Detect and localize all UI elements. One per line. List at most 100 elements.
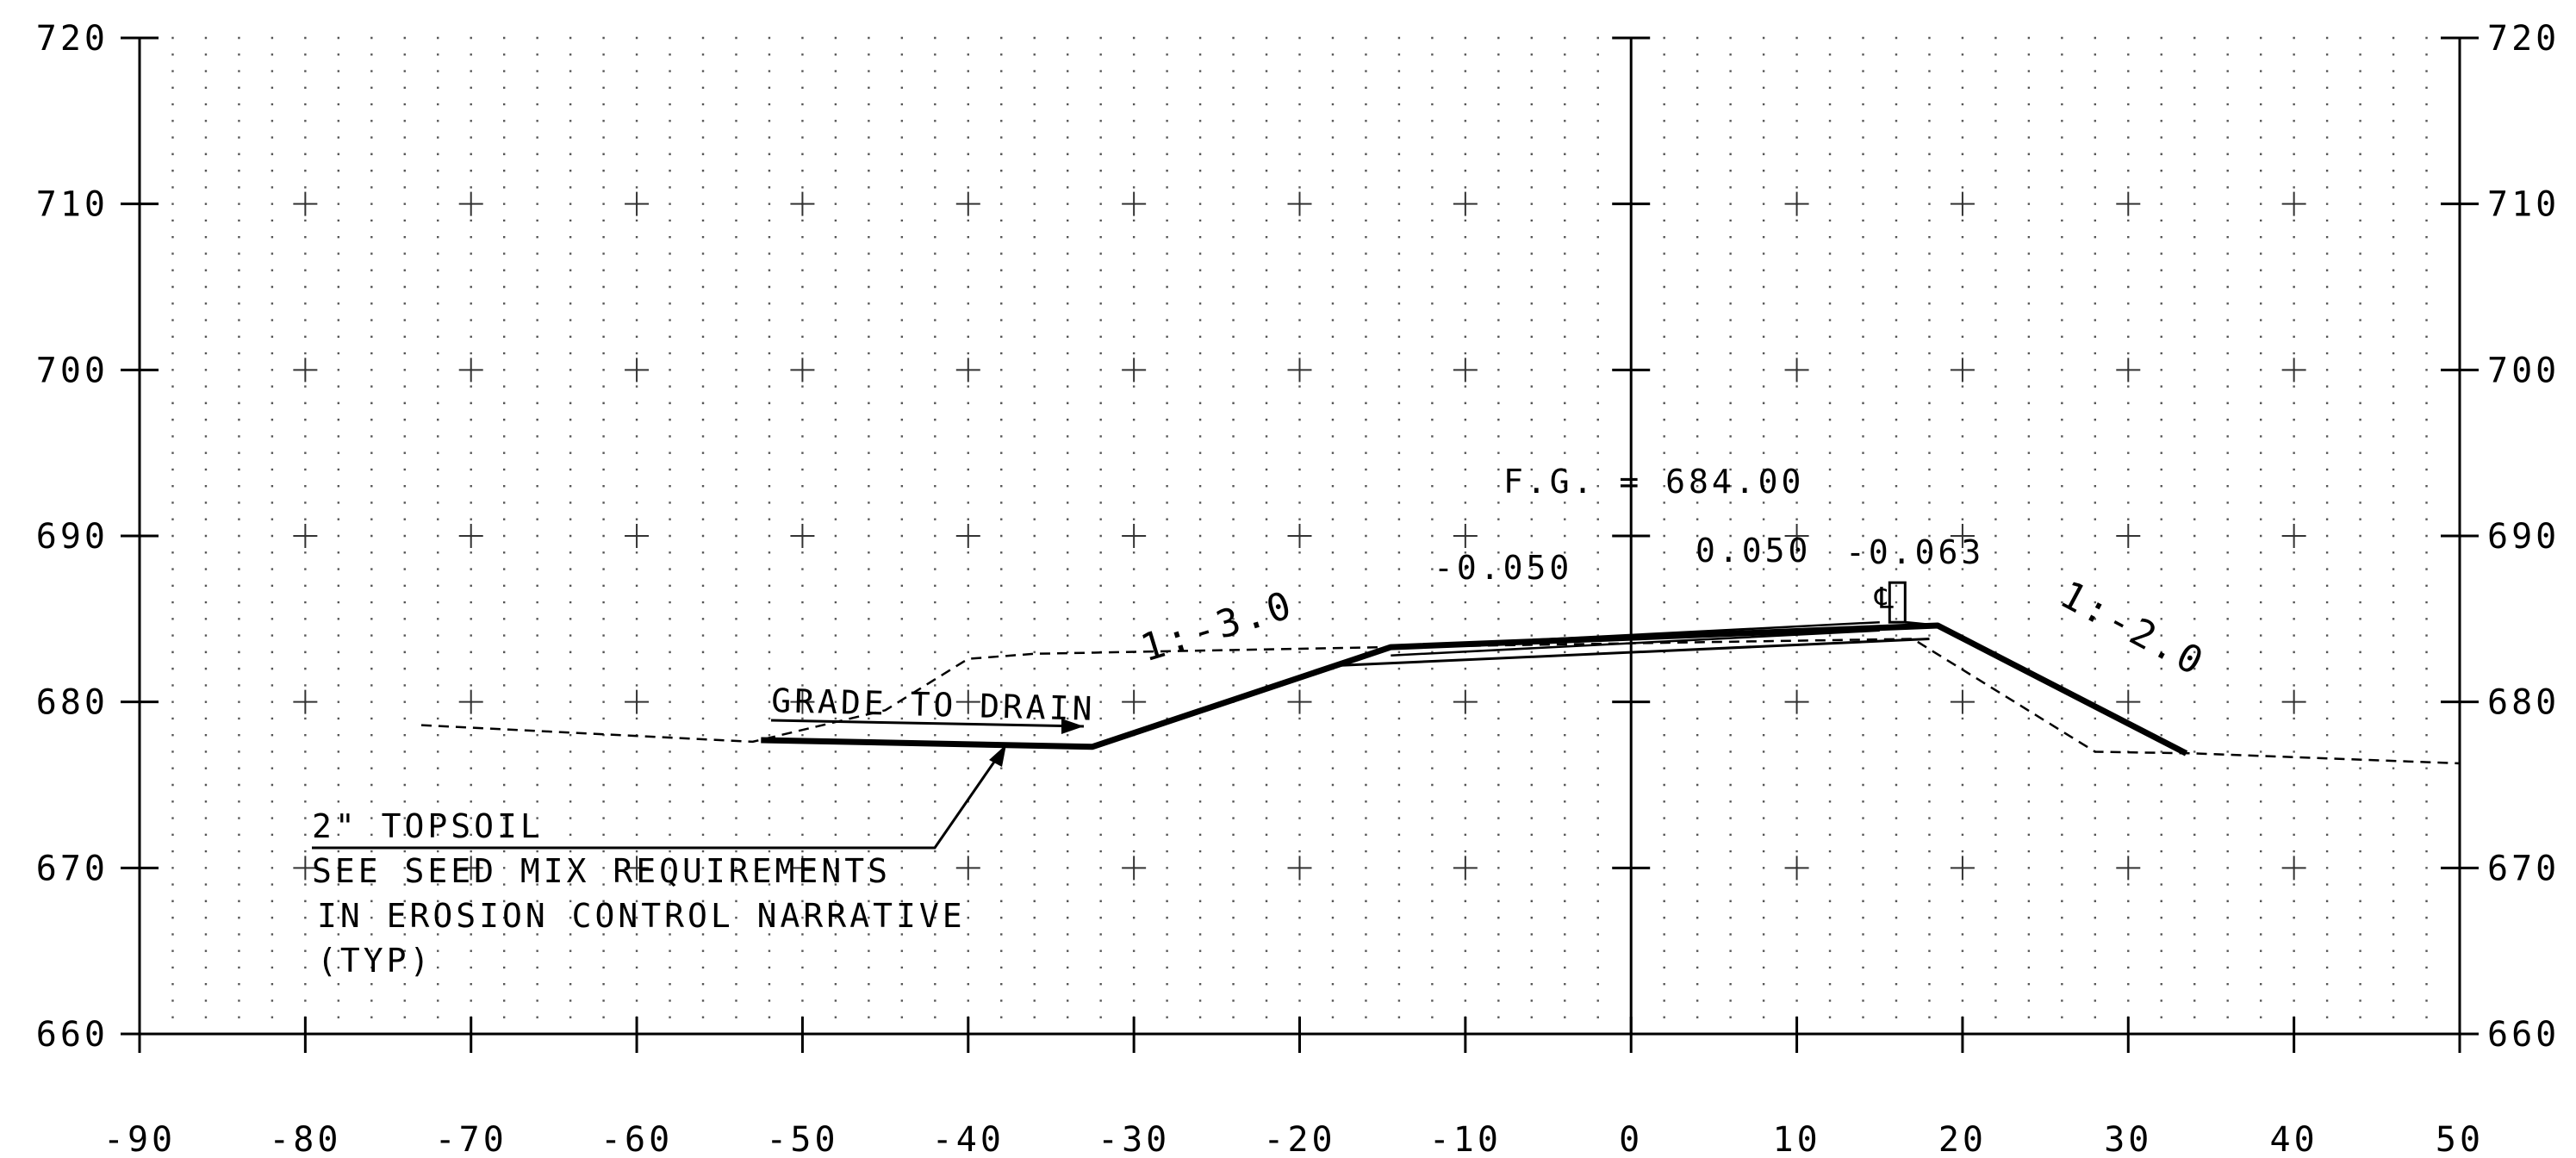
x-tick-label: 50 — [2436, 1120, 2484, 1158]
y-tick-label-right: 680 — [2487, 683, 2560, 723]
fg-label: F.G. = 684.00 — [1503, 463, 1804, 501]
grid-cross — [293, 524, 318, 548]
grid-cross — [1950, 689, 1975, 714]
grid-cross — [625, 191, 650, 216]
grid-cross — [625, 524, 650, 548]
grid-cross — [2281, 856, 2306, 881]
grade-to-drain-arrow-shaft — [770, 719, 1085, 728]
grid-cross — [1784, 856, 1809, 881]
grade-to-drain-label: GRADE TO DRAIN — [771, 682, 1096, 728]
grid-cross — [458, 689, 483, 714]
y-tick-label-right: 670 — [2487, 849, 2560, 888]
x-tick-label: 0 — [1619, 1120, 1643, 1158]
grid-cross — [1287, 191, 1312, 216]
grid-cross — [293, 856, 318, 881]
grid-cross — [1122, 191, 1147, 216]
x-tick-label: -90 — [103, 1120, 176, 1158]
grid-cross — [955, 191, 980, 216]
curb-shoulder — [1905, 620, 1938, 627]
plot-frame — [121, 36, 2479, 1053]
grid-cross — [2281, 524, 2306, 548]
y-tick-label-left: 680 — [36, 683, 109, 723]
topsoil-note-line-1: 2" TOPSOIL — [312, 807, 544, 845]
x-tick-label: -10 — [1429, 1120, 1502, 1158]
grade-right-label-1: 0.050 — [1696, 532, 1811, 570]
grid-cross — [2116, 191, 2141, 216]
grid-cross — [458, 524, 483, 548]
grade-left-label: -0.050 — [1434, 549, 1572, 587]
grid-cross — [1122, 856, 1147, 881]
grid-cross — [790, 358, 815, 383]
grid-cross — [2281, 191, 2306, 216]
grid-cross — [1287, 358, 1312, 383]
grid-cross — [1122, 524, 1147, 548]
y-tick-label-left: 690 — [36, 517, 109, 557]
grid-cross — [790, 856, 815, 881]
grid-cross — [1287, 856, 1312, 881]
grid-cross — [1453, 689, 1478, 714]
section-geometry — [312, 581, 2461, 850]
y-tick-label-right: 700 — [2487, 351, 2560, 390]
grid-cross — [1287, 689, 1312, 714]
y-tick-label-left: 710 — [36, 185, 109, 225]
grid-cross — [1950, 191, 1975, 216]
y-tick-label-left: 660 — [36, 1015, 109, 1055]
x-tick-label: -70 — [435, 1120, 507, 1158]
x-tick-label: 30 — [2104, 1120, 2152, 1158]
topsoil-note-line-2: SEE SEED MIX REQUIREMENTS — [312, 852, 891, 890]
grid-cross — [1122, 358, 1147, 383]
grid-cross — [1453, 856, 1478, 881]
grid-cross — [1950, 358, 1975, 383]
topsoil-note-line-3: IN EROSION CONTROL NARRATIVE — [317, 897, 966, 935]
grid-cross — [2281, 689, 2306, 714]
grid-cross — [1453, 191, 1478, 216]
grid-cross — [2116, 358, 2141, 383]
grid-cross — [1784, 524, 1809, 548]
grid-cross — [293, 689, 318, 714]
grid-cross — [955, 856, 980, 881]
grid-cross — [458, 191, 483, 216]
pavement-bottom-line — [1391, 629, 1880, 657]
grade-to-drain-arrowhead — [1061, 719, 1084, 734]
x-tick-label: -50 — [766, 1120, 838, 1158]
grid-cross — [625, 358, 650, 383]
centerline-symbol: ℄ — [1874, 582, 1897, 616]
grid-cross — [1122, 689, 1147, 714]
grid-cross — [790, 524, 815, 548]
grid-cross — [2116, 856, 2141, 881]
grid-cross — [625, 856, 650, 881]
y-tick-label-left: 700 — [36, 351, 109, 390]
y-tick-label-right: 660 — [2487, 1015, 2560, 1055]
y-tick-label-left: 720 — [36, 19, 109, 59]
grid-cross — [458, 358, 483, 383]
grid-cross — [955, 524, 980, 548]
x-tick-label: -20 — [1263, 1120, 1335, 1158]
grid-cross — [1453, 524, 1478, 548]
grid-cross — [1784, 191, 1809, 216]
grid-cross — [1950, 524, 1975, 548]
x-tick-label: 10 — [1772, 1120, 1820, 1158]
grid-cross — [458, 856, 483, 881]
topsoil-note-line-4: (TYP) — [317, 942, 432, 980]
grid-cross — [2116, 689, 2141, 714]
y-axis-left-labels: 660 670 680 690 700 710 720 — [36, 19, 109, 1055]
grid-cross — [1287, 524, 1312, 548]
grid-cross — [790, 191, 815, 216]
grid-cross — [955, 358, 980, 383]
grid-cross — [293, 191, 318, 216]
grid-cross — [1784, 358, 1809, 383]
pavement-top-line — [1391, 620, 1880, 649]
grid-cross — [293, 358, 318, 383]
x-tick-label: -30 — [1098, 1120, 1170, 1158]
x-tick-label: 20 — [1938, 1120, 1987, 1158]
x-tick-label: -60 — [600, 1120, 673, 1158]
grade-right-label-2: -0.063 — [1845, 533, 1984, 571]
topsoil-leader-line — [312, 744, 1008, 850]
topsoil-leader-arrowhead — [989, 744, 1006, 767]
y-tick-label-right: 720 — [2487, 19, 2560, 59]
curb-post — [1888, 581, 1907, 624]
grid-cross — [1453, 358, 1478, 383]
grid-cross — [2116, 524, 2141, 548]
x-tick-label: 40 — [2270, 1120, 2318, 1158]
